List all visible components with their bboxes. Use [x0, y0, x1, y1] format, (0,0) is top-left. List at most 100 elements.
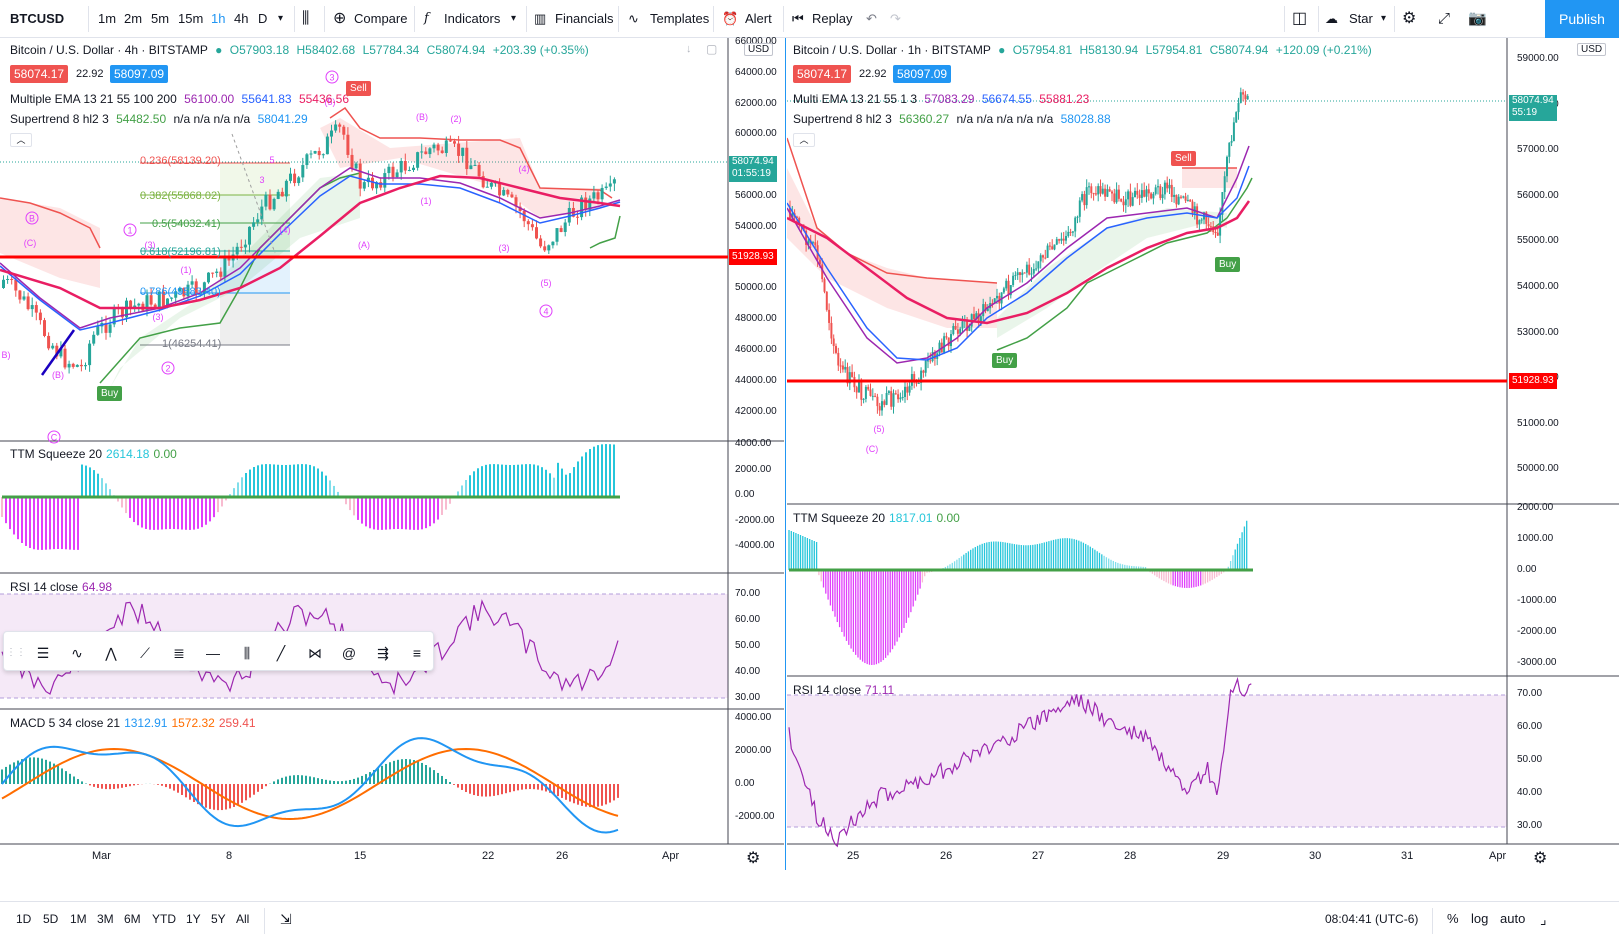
interval-15m[interactable]: 15m: [178, 11, 204, 26]
chevron-down-icon[interactable]: ▾: [1381, 13, 1387, 24]
candle-body: [1005, 280, 1008, 289]
maximize-icon[interactable]: ▢: [706, 42, 718, 56]
horizontal-ray-icon[interactable]: —: [206, 645, 220, 661]
axis-tick-label: 55000.00: [1517, 235, 1559, 247]
alert-button[interactable]: Alert: [745, 11, 772, 26]
chevron-down-icon[interactable]: ▾: [511, 13, 517, 24]
left-bid-badge[interactable]: 58074.17: [10, 65, 69, 83]
range-all[interactable]: All: [236, 912, 250, 926]
fullscreen-icon[interactable]: ⤢: [1438, 10, 1451, 27]
right-ttm-legend[interactable]: TTM Squeeze 20 1817.01 0.00: [793, 511, 960, 525]
left-supertrend-legend[interactable]: Supertrend 8 hl2 3 54482.50 n/a n/a n/a …: [10, 112, 308, 126]
left-ask-badge[interactable]: 58097.09: [110, 65, 169, 83]
candle-body: [844, 366, 847, 370]
right-ema-legend[interactable]: Multi EMA 13 21 55 1 3 57083.29 56674.55…: [793, 92, 1090, 106]
left-ema-legend[interactable]: Multiple EMA 13 21 55 100 200 56100.00 5…: [10, 92, 349, 106]
ema-21: [787, 165, 1250, 361]
financials-button[interactable]: Financials: [555, 11, 614, 26]
interval-4h[interactable]: 4h: [234, 11, 249, 26]
range-1m[interactable]: 1M: [70, 912, 87, 926]
chevron-down-icon[interactable]: ▾: [278, 13, 284, 24]
symbol-search[interactable]: BTCUSD: [10, 11, 65, 26]
range-5d[interactable]: 5D: [43, 912, 59, 926]
range-1d[interactable]: 1D: [16, 912, 32, 926]
range-5y[interactable]: 5Y: [211, 912, 226, 926]
layout-icon[interactable]: ◫: [1292, 10, 1308, 27]
interval-1m[interactable]: 1m: [98, 11, 117, 26]
range-ytd[interactable]: YTD: [152, 912, 176, 926]
horizontal-lines-icon[interactable]: ☰: [36, 645, 50, 661]
vertical-lines-icon[interactable]: ⫼: [243, 645, 251, 661]
candle-body: [1046, 245, 1049, 258]
right-rsi-legend[interactable]: RSI 14 close 71.11: [793, 683, 895, 697]
add-circle-icon[interactable]: ⊕: [333, 10, 347, 27]
camera-icon[interactable]: 📷: [1468, 10, 1487, 27]
interval-d[interactable]: D: [258, 11, 268, 26]
gear-icon[interactable]: ⚙: [1533, 850, 1548, 867]
line-icon[interactable]: ╱: [276, 645, 286, 661]
trend-line-icon[interactable]: ⟋: [140, 645, 150, 661]
drag-handle-icon[interactable]: ⋮⋮: [6, 647, 26, 658]
elliott-wave-icon[interactable]: ∿: [71, 645, 83, 661]
replay-button[interactable]: Replay: [812, 11, 853, 26]
left-macd-legend[interactable]: MACD 5 34 close 21 1312.91 1572.32 259.41: [10, 716, 256, 730]
redo-icon[interactable]: ↷: [890, 11, 901, 26]
right-chart-pane[interactable]: (5) (C) Bitcoin / U.S. Dollar · 1h · BITS…: [787, 38, 1619, 870]
axis-tick-label: 59000.00: [1517, 53, 1559, 64]
right-supertrend-legend[interactable]: Supertrend 8 hl2 3 56360.27 n/a n/a n/a …: [793, 112, 1111, 126]
candle-body: [71, 363, 75, 367]
candle-body: [1069, 231, 1072, 233]
left-currency-label[interactable]: USD: [744, 43, 774, 56]
auto-toggle[interactable]: auto: [1500, 911, 1526, 926]
function-icon[interactable]: f: [424, 11, 429, 26]
candle-body: [289, 173, 292, 181]
templates-icon[interactable]: ∿: [628, 11, 639, 26]
interval-2m[interactable]: 2m: [124, 11, 143, 26]
left-chart-pane[interactable]: 3 1 B C 2 4 (5) (B) (2) (1) (A) (3) (4) (5) (3) (1) (C) B…: [0, 36, 784, 870]
pane-divider[interactable]: [785, 38, 786, 870]
collapse-legend-icon[interactable]: ︿: [10, 133, 32, 147]
financials-icon[interactable]: ▥: [534, 11, 547, 26]
layout-name-button[interactable]: Star: [1349, 11, 1373, 26]
right-bid-badge[interactable]: 58074.17: [793, 65, 852, 83]
percent-toggle[interactable]: %: [1447, 911, 1459, 926]
fib-retracement-icon[interactable]: ≣: [173, 645, 185, 661]
candle-style-icon[interactable]: ⫼: [302, 10, 310, 27]
undo-icon[interactable]: ↶: [866, 11, 877, 26]
replay-icon[interactable]: ⏮: [792, 11, 804, 26]
right-ask-badge[interactable]: 58097.09: [893, 65, 952, 83]
wave-label: (5): [874, 424, 885, 434]
left-chart-canvas[interactable]: 3 1 B C 2 4 (5) (B) (2) (1) (A) (3) (4) (5) (3) (1) (C) B…: [0, 38, 784, 870]
compare-button[interactable]: Compare: [354, 11, 408, 26]
range-3m[interactable]: 3M: [97, 912, 114, 926]
left-rsi-legend[interactable]: RSI 14 close 64.98: [10, 580, 113, 594]
expand-icon[interactable]: ⌟: [1540, 911, 1547, 927]
right-chart-canvas[interactable]: (5) (C): [787, 38, 1619, 870]
candle-body: [477, 164, 481, 177]
publish-button[interactable]: Publish: [1545, 0, 1619, 38]
abc-wave-icon[interactable]: ⋀: [105, 645, 117, 661]
gear-icon[interactable]: ⚙: [746, 850, 761, 867]
settings-lines-icon[interactable]: ≡: [412, 645, 422, 661]
collapse-legend-icon[interactable]: ︿: [793, 133, 815, 147]
pattern-icon[interactable]: ⋈: [308, 645, 322, 661]
templates-button[interactable]: Templates: [650, 11, 710, 26]
log-toggle[interactable]: log: [1471, 911, 1489, 926]
gear-icon[interactable]: ⚙: [1402, 10, 1417, 27]
indicators-button[interactable]: Indicators: [444, 11, 501, 26]
left-ttm-legend[interactable]: TTM Squeeze 20 2614.18 0.00: [10, 447, 177, 461]
interval-1h[interactable]: 1h: [211, 11, 226, 26]
left-symbol-title[interactable]: Bitcoin / U.S. Dollar · 4h · BITSTAMP: [10, 43, 208, 57]
right-currency-label[interactable]: USD: [1577, 43, 1607, 56]
magnet-icon[interactable]: @: [341, 645, 357, 661]
range-6m[interactable]: 6M: [124, 912, 141, 926]
right-symbol-title[interactable]: Bitcoin / U.S. Dollar · 1h · BITSTAMP: [793, 43, 991, 57]
cloud-icon[interactable]: ☁: [1325, 11, 1338, 26]
range-1y[interactable]: 1Y: [186, 912, 201, 926]
alarm-clock-icon[interactable]: ⏰: [722, 11, 739, 26]
interval-5m[interactable]: 5m: [151, 11, 170, 26]
arrow-down-icon[interactable]: ↓: [686, 43, 692, 55]
date-range-icon[interactable]: ⇲: [280, 911, 292, 927]
price-range-icon[interactable]: ⇶: [377, 645, 389, 661]
clock-label[interactable]: 08:04:41 (UTC-6): [1325, 912, 1419, 926]
